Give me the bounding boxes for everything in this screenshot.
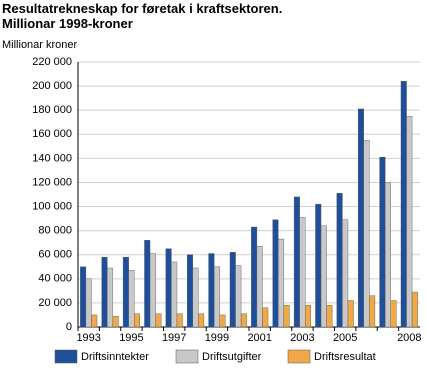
bar [187,254,193,328]
chart-title: Resultatrekneskap for føretak i kraftsek… [2,1,283,31]
bar [213,266,220,328]
bar [342,219,349,328]
legend-label: Driftsutgifter [202,351,262,363]
legend-label: Driftsinntekter [81,351,149,363]
y-tick-label: 60 000 [38,249,72,261]
bar [144,240,151,328]
bar [149,253,156,328]
y-tick-label: 200 000 [32,80,72,92]
bar [128,270,135,328]
bar [134,313,140,328]
bar [198,313,205,328]
bar [85,278,92,328]
y-tick-label: 220 000 [32,56,72,68]
bar [229,252,236,328]
y-tick-label: 160 000 [32,128,72,140]
legend-swatch [54,349,78,364]
bar [283,305,290,328]
x-tick-label: 2005 [333,332,357,344]
bar [107,267,114,328]
bar [369,295,376,328]
y-tick-label: 180 000 [32,104,72,116]
y-tick-label: 40 000 [38,273,72,285]
bar [171,261,178,328]
x-tick-label: 1999 [205,332,229,344]
y-tick-label: 140 000 [32,152,72,164]
bar [251,226,258,328]
bar [347,300,354,328]
y-tick-label: 120 000 [32,176,72,188]
bar [219,314,226,328]
y-tick-label: 0 [66,321,72,333]
y-tick-label: 80 000 [38,225,72,237]
bar [336,193,343,328]
x-tick-label: 1993 [76,332,100,344]
y-tick-label: 20 000 [38,297,72,309]
bar [406,116,413,328]
bar [379,156,386,328]
bar [358,108,364,328]
bar [400,81,407,328]
bar [176,313,183,328]
bar [155,313,162,328]
bar [320,225,327,328]
bar [192,267,199,328]
bar [390,300,397,328]
x-tick-label: 2001 [247,332,271,344]
bar [122,256,129,328]
x-tick-label: 2008 [397,332,421,344]
bar [80,266,87,328]
x-tick-label: 1997 [162,332,186,344]
bar [299,217,306,328]
bar [165,248,172,328]
bar [278,238,285,328]
bar [262,307,269,328]
x-tick-label: 1995 [119,332,143,344]
bar [315,203,322,328]
bar [272,219,279,328]
bar [293,196,300,328]
bar [384,182,391,328]
bar [363,140,370,328]
bar [101,256,108,328]
legend-label: Driftsresultat [314,351,376,363]
bar [208,253,215,328]
bar [240,313,247,328]
y-tick-label: 100 000 [32,200,72,212]
bar [112,315,119,328]
bar [326,305,333,328]
x-tick-label: 2003 [290,332,314,344]
bar [305,305,311,328]
bar [411,291,418,328]
legend-swatch [287,349,311,364]
bar [235,265,242,328]
y-axis-label: Millionar kroner [2,39,78,51]
bar [91,314,98,328]
legend-swatch [175,349,199,364]
bar [256,246,263,328]
